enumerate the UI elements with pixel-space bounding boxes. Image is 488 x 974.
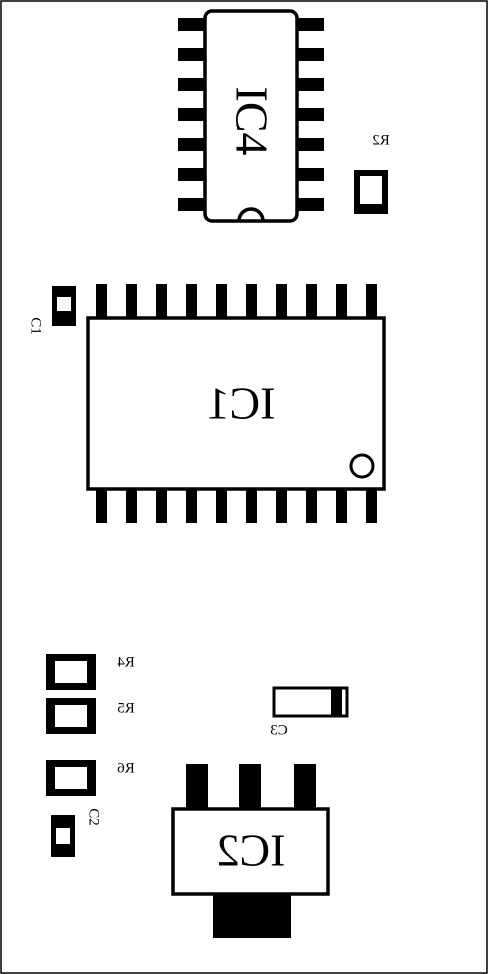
r5-label: R5 xyxy=(117,700,135,716)
ic2-body xyxy=(171,807,330,896)
ic2-label: IC2 xyxy=(217,825,286,876)
c2-label: C2 xyxy=(86,808,102,826)
r4-component: R4 xyxy=(46,654,135,690)
r5-component: R5 xyxy=(46,698,135,734)
r2-component: R2 xyxy=(354,132,390,214)
ic1-top-pins xyxy=(96,284,377,320)
r4-window xyxy=(55,661,87,683)
ic1-bottom-pins xyxy=(96,487,377,523)
ic4-left-pins xyxy=(178,18,206,211)
r2-window xyxy=(360,176,382,204)
ic1-component: IC1 xyxy=(86,284,386,523)
ic4-component: IC4 xyxy=(178,9,324,223)
c2-component: C2 xyxy=(51,808,102,857)
ic2-component: IC2 xyxy=(171,764,330,938)
c3-component: C3 xyxy=(270,686,349,738)
c2-window xyxy=(56,828,70,844)
r2-label: R2 xyxy=(372,132,390,148)
r5-window xyxy=(55,705,87,727)
r6-label: R6 xyxy=(117,760,135,776)
c1-component: C1 xyxy=(28,286,76,335)
ic2-top-pins xyxy=(186,764,316,811)
ic1-label: IC1 xyxy=(207,378,276,429)
ic4-notch xyxy=(237,207,265,222)
ic1-body xyxy=(86,316,386,491)
c1-window xyxy=(57,297,71,311)
ic2-tab xyxy=(213,892,291,938)
c1-label: C1 xyxy=(28,317,44,335)
ic4-body xyxy=(203,9,299,223)
r4-label: R4 xyxy=(117,654,135,670)
ic1-pin1-marker xyxy=(349,453,375,479)
c3-label: C3 xyxy=(270,722,288,738)
r6-window xyxy=(55,767,87,789)
r6-component: R6 xyxy=(46,760,135,796)
ic4-label: IC4 xyxy=(226,87,277,156)
c3-polarity-band xyxy=(331,688,342,716)
ic4-right-pins xyxy=(296,18,324,211)
